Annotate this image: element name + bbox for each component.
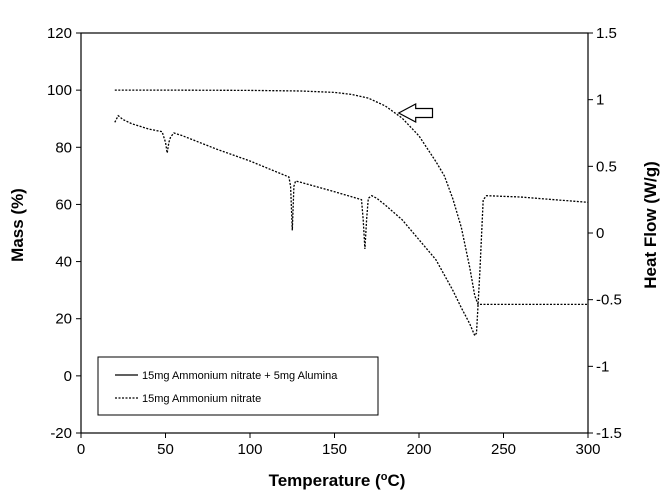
y2-tick-label: -0.5 [596,292,622,309]
x-tick-label: 100 [237,441,262,458]
legend-entry-1: 15mg Ammonium nitrate + 5mg Alumina [142,370,338,382]
y-tick-label: -20 [50,425,72,442]
y2-tick-label: 0.5 [596,158,617,175]
y-tick-label: 0 [64,368,72,385]
y-axis-ticks: -20 0 20 40 60 80 100 120 [47,25,81,442]
legend: 15mg Ammonium nitrate + 5mg Alumina 15mg… [97,356,379,416]
legend-box [97,356,379,416]
heat-flow-line [114,114,589,338]
x-tick-label: 0 [77,441,85,458]
y-axis-title: Mass (%) [8,188,27,262]
x-tick-label: 200 [406,441,431,458]
annotation-arrows [397,103,434,123]
x-tick-label: 50 [157,441,174,458]
x-tick-label: 300 [575,441,600,458]
x-axis-title: Temperature (oC) [269,471,406,490]
y2-tick-label: 0 [596,225,604,242]
y2-tick-label: 1 [596,92,604,109]
x-tick-label: 150 [322,441,347,458]
y-tick-label: 120 [47,25,72,42]
legend-entry-2: 15mg Ammonium nitrate [142,393,261,405]
x-axis-ticks: 0 50 100 150 200 250 300 [77,433,601,458]
y2-tick-label: -1.5 [596,425,622,442]
y-tick-label: 20 [55,311,72,328]
y-tick-label: 100 [47,82,72,99]
y-tick-label: 40 [55,254,72,271]
y2-tick-label: -1 [596,358,609,375]
arrow-left-annotation [397,103,434,123]
y-tick-label: 80 [55,139,72,156]
y2-axis-ticks: -1.5 -1 -0.5 0 0.5 1 1.5 [588,25,622,442]
y2-tick-label: 1.5 [596,25,617,42]
x-tick-label: 250 [491,441,516,458]
series-layer [114,89,589,338]
y-tick-label: 60 [55,196,72,213]
y2-axis-title: Heat Flow (W/g) [641,161,660,288]
